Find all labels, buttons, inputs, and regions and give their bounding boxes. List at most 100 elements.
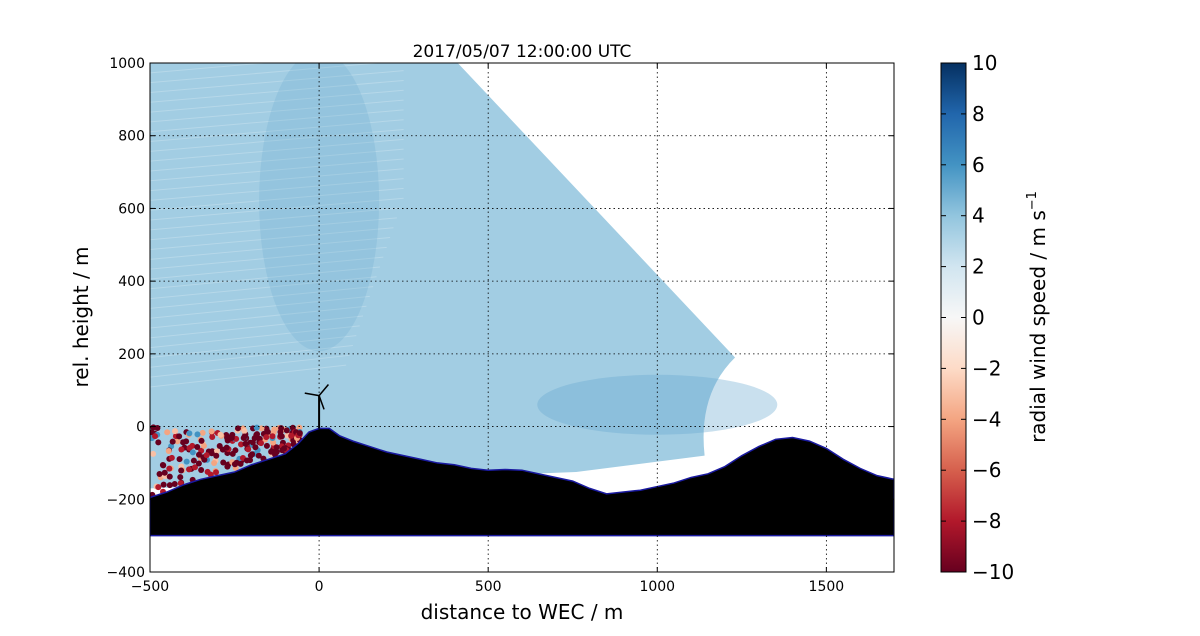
- noise-point: [255, 452, 262, 459]
- range-gate-line: [150, 237, 391, 260]
- noise-point: [165, 448, 172, 455]
- noise-point: [200, 442, 207, 449]
- noise-point: [254, 431, 261, 438]
- colorbar-tick-label: 8: [972, 102, 985, 126]
- range-gate-line: [150, 99, 404, 123]
- noise-point: [178, 467, 185, 474]
- colorbar-tick-label: 10: [972, 51, 997, 75]
- noise-point: [169, 438, 176, 445]
- noise-point: [211, 460, 218, 467]
- noise-point: [213, 469, 220, 476]
- noise-point: [264, 428, 271, 435]
- noise-point: [164, 429, 171, 436]
- colorbar-tick-label: −10: [972, 560, 1014, 584]
- range-gate-line: [150, 89, 404, 113]
- noise-point: [245, 446, 252, 453]
- turbine-blade: [304, 392, 320, 397]
- noise-point: [209, 434, 216, 441]
- noise-point: [213, 448, 220, 455]
- noise-point: [166, 473, 173, 480]
- turbine-blade: [318, 395, 325, 410]
- noise-point: [154, 425, 161, 432]
- colorbar-tick-label: −2: [972, 356, 1001, 380]
- noise-point: [270, 439, 277, 446]
- noise-point: [160, 481, 167, 488]
- noise-point: [189, 449, 196, 456]
- noise-point: [224, 463, 231, 470]
- noise-point: [204, 468, 211, 475]
- noise-point: [271, 426, 278, 433]
- noise-point: [296, 424, 303, 431]
- colorbar-tick-label: 6: [972, 153, 985, 177]
- x-axis-ticks: −500 0 500 1000 1500: [131, 63, 844, 595]
- range-gate-line: [150, 178, 404, 201]
- noise-point: [233, 459, 240, 466]
- colorbar-tick-label: −6: [972, 458, 1001, 482]
- noise-point: [191, 464, 198, 471]
- y-axis-label: rel. height / m: [69, 246, 93, 387]
- noise-point: [178, 446, 185, 453]
- noise-point: [219, 446, 226, 453]
- range-gate-line: [150, 148, 404, 172]
- range-gate-line: [150, 344, 353, 368]
- noise-point: [288, 432, 295, 439]
- range-gate-line: [150, 63, 270, 74]
- noise-point: [232, 447, 239, 454]
- noise-point: [247, 452, 254, 459]
- colorbar-ticks: 10 8 6 4 2 0 −2 −4 −6 −8 −10: [941, 51, 1014, 584]
- noise-point: [273, 444, 280, 451]
- x-tick-label: 1000: [639, 579, 675, 595]
- noise-point: [186, 444, 193, 451]
- scan-sector: [150, 63, 736, 489]
- noise-point: [198, 466, 205, 473]
- noise-point: [277, 432, 284, 439]
- range-gate-line: [150, 158, 404, 182]
- range-gate-line: [150, 266, 381, 290]
- noise-point: [166, 465, 173, 472]
- range-gate-line: [150, 217, 397, 241]
- noise-point: [159, 462, 166, 469]
- y-tick-label: 800: [118, 129, 145, 145]
- noise-point: [194, 431, 201, 438]
- noise-point: [183, 438, 190, 445]
- colorbar-label: radial wind speed / m s−1: [1025, 191, 1050, 443]
- grid-lines: [150, 63, 894, 572]
- range-gate-line: [150, 168, 404, 192]
- plot-frame: [149, 62, 895, 573]
- colorbar-tick-label: 4: [972, 204, 985, 228]
- range-gate-line: [150, 256, 384, 280]
- y-tick-label: 600: [118, 201, 145, 217]
- noise-point: [247, 457, 254, 464]
- noise-point: [168, 454, 175, 461]
- noise-point: [242, 440, 249, 447]
- plot-content: [150, 63, 894, 537]
- x-axis-label: distance to WEC / m: [421, 600, 624, 624]
- range-gate-line: [150, 138, 404, 162]
- colorbar-label-exponent: −1: [1025, 191, 1040, 210]
- noise-point: [186, 430, 193, 437]
- y-tick-label: 400: [118, 274, 145, 290]
- range-gate-line: [150, 70, 404, 93]
- range-gate-line: [150, 119, 404, 143]
- noise-point: [155, 484, 162, 491]
- noise-point: [263, 442, 270, 449]
- noise-point: [241, 427, 248, 434]
- noise-point: [176, 456, 183, 463]
- y-axis-ticks: −400 −200 0 200 400 600 800 1000: [107, 56, 894, 581]
- range-gate-line: [150, 207, 401, 231]
- y-tick-label: 0: [136, 420, 145, 436]
- velocity-band: [537, 374, 778, 435]
- noise-point: [190, 457, 197, 464]
- range-gate-line: [150, 354, 350, 378]
- noise-point: [208, 450, 215, 457]
- noise-point: [166, 482, 173, 489]
- range-gate-line: [150, 315, 364, 339]
- noise-point: [194, 443, 201, 450]
- noise-point: [213, 452, 220, 459]
- range-gate-line: [150, 129, 404, 152]
- colorbar-label-main: radial wind speed / m s: [1026, 210, 1050, 443]
- noise-point: [174, 438, 181, 445]
- noise-point: [150, 450, 157, 457]
- noise-point: [253, 424, 260, 431]
